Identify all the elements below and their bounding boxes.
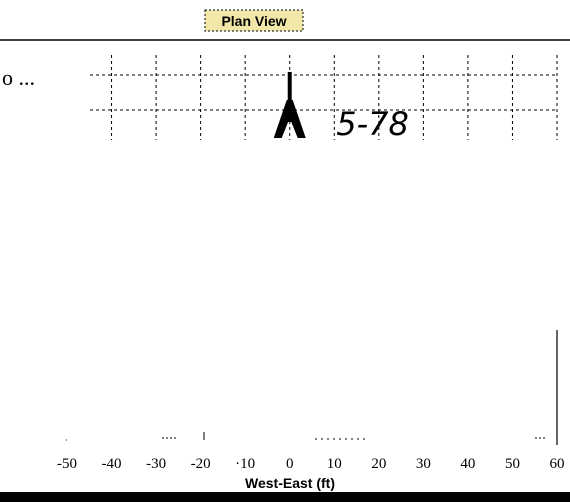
x-tick-label: 10 bbox=[327, 456, 342, 472]
chart-title-group: Plan View bbox=[204, 9, 304, 32]
chart-title: Plan View bbox=[221, 13, 286, 29]
x-tick-label: 20 bbox=[371, 456, 386, 472]
x-axis-label: West-East (ft) bbox=[245, 475, 335, 491]
bottom-border bbox=[0, 492, 570, 502]
x-tick-label: -30 bbox=[146, 456, 166, 472]
x-tick-label: -20 bbox=[191, 456, 211, 472]
x-tick-label: 50 bbox=[505, 456, 520, 472]
grid bbox=[90, 55, 558, 140]
title-highlight bbox=[204, 9, 304, 32]
x-tick-label: ·10 bbox=[235, 456, 255, 472]
x-tick-label: 0 bbox=[286, 456, 294, 472]
x-tick-label: 40 bbox=[460, 456, 475, 472]
axis-stray-marks bbox=[66, 432, 545, 441]
well-base bbox=[273, 100, 306, 138]
handwritten-annotation: 5-78 bbox=[336, 105, 409, 143]
left-mark: o ... bbox=[2, 65, 35, 90]
x-tick-label: -50 bbox=[57, 456, 77, 472]
x-tick-label: 60 bbox=[550, 456, 565, 472]
well-symbol bbox=[273, 72, 306, 138]
x-tick-label: -40 bbox=[102, 456, 122, 472]
x-tick-label: 30 bbox=[416, 456, 431, 472]
x-tick-labels: -50 -40 -30 -20 ·10 0 10 20 30 40 50 60 bbox=[57, 456, 565, 472]
